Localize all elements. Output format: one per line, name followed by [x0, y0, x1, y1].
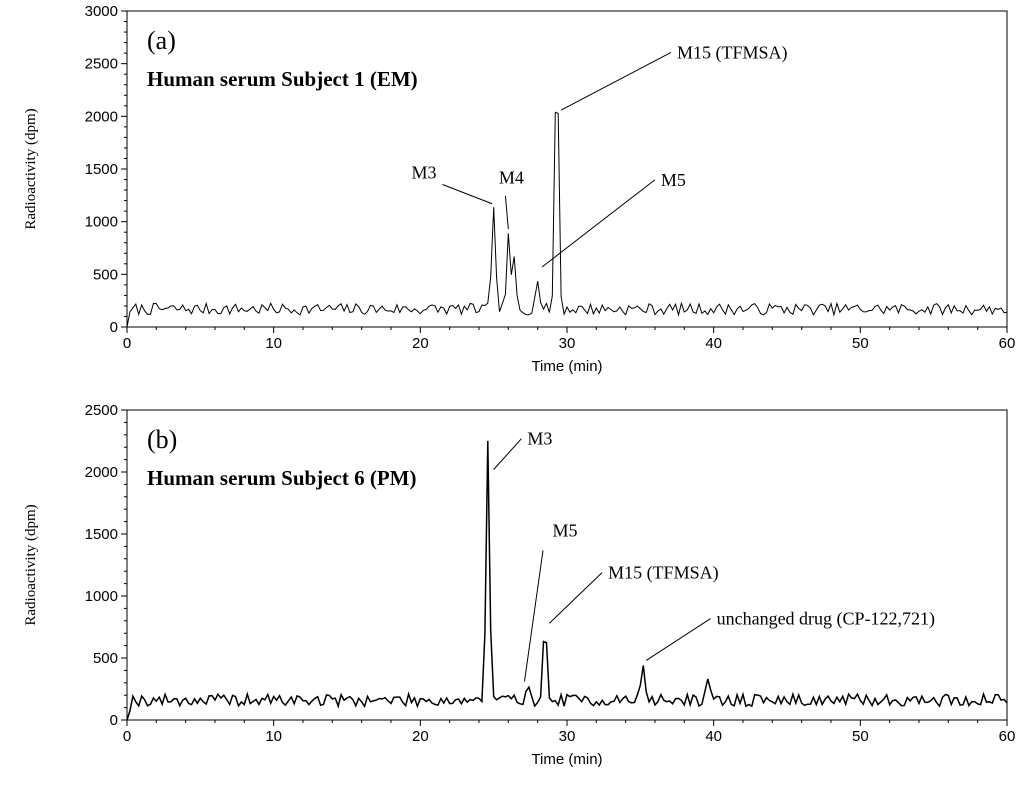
annotation-label: M15 (TFMSA) — [608, 563, 719, 584]
annotation-leader-line — [645, 618, 711, 661]
x-tick-label: 30 — [559, 728, 576, 745]
peak-apex-point — [642, 659, 645, 662]
annotation-label: M5 — [552, 520, 577, 540]
annotation-label: M4 — [499, 168, 524, 188]
y-tick-label: 1500 — [85, 526, 118, 543]
annotation-leader-line — [541, 179, 656, 268]
chart-panel-b: 0 10 20 30 40 50 60 0 500 1000 1500 2000 2500 Time (m… — [23, 402, 1015, 768]
x-tick-label: 10 — [265, 335, 282, 352]
x-tick-label: 0 — [123, 728, 131, 745]
y-tick-label: 3000 — [85, 3, 118, 20]
chromatogram-trace — [126, 111, 1008, 328]
plot-frame — [126, 10, 1008, 328]
x-tick-label: 40 — [705, 728, 722, 745]
y-tick-label: 1000 — [85, 588, 118, 605]
x-tick-label: 20 — [412, 728, 429, 745]
x-tick-label: 60 — [999, 728, 1016, 745]
annotation-leader-line — [442, 184, 493, 205]
y-tick-label: 2500 — [85, 402, 118, 419]
annotation-label: M3 — [527, 429, 552, 449]
annotation-label: unchanged drug (CP-122,721) — [717, 609, 935, 630]
panel-letter: (b) — [147, 425, 177, 454]
annotation-leader-line — [504, 195, 509, 230]
y-tick-label: 2000 — [85, 464, 118, 481]
x-tick-label: 20 — [412, 335, 429, 352]
y-tick-label: 2500 — [85, 56, 118, 73]
y-tick-label: 500 — [93, 266, 118, 283]
panel-title: Human serum Subject 6 (PM) — [147, 466, 416, 490]
peak-apex-point — [555, 30, 558, 33]
peak-apex-point — [486, 437, 489, 440]
y-tick-label: 2000 — [85, 108, 118, 125]
y-tick-label: 1500 — [85, 161, 118, 178]
plot-frame — [126, 409, 1008, 721]
y-axis-label: Radioactivity (dpm) — [23, 108, 39, 229]
annotation-leader-line — [523, 550, 544, 682]
annotation-leader-line — [493, 438, 522, 470]
x-tick-label: 50 — [852, 728, 869, 745]
x-axis-label: Time (min) — [531, 358, 602, 375]
x-axis-label: Time (min) — [531, 751, 602, 768]
peak-apex-point — [492, 200, 495, 203]
y-tick-label: 500 — [93, 650, 118, 667]
x-tick-label: 60 — [999, 335, 1016, 352]
panel-letter: (a) — [147, 26, 176, 55]
chart-panel-a: 0 10 20 30 40 50 60 0 500 1000 1500 2000 2500 3000 Tim… — [23, 3, 1015, 375]
peak-apex-point — [526, 679, 529, 682]
x-tick-label: 50 — [852, 335, 869, 352]
annotation-label: M3 — [411, 162, 436, 182]
chromatogram-trace — [126, 440, 1008, 721]
x-tick-label: 0 — [123, 335, 131, 352]
annotation-leader-line — [560, 51, 672, 111]
y-tick-label: 1000 — [85, 214, 118, 231]
x-tick-label: 10 — [265, 728, 282, 745]
annotation-label: M15 (TFMSA) — [677, 42, 788, 63]
y-tick-label: 0 — [110, 712, 118, 729]
y-tick-label: 0 — [110, 319, 118, 336]
peak-apex-point — [544, 623, 547, 626]
x-tick-label: 30 — [559, 335, 576, 352]
panel-title: Human serum Subject 1 (EM) — [147, 67, 418, 91]
peak-apex-point — [536, 275, 539, 278]
x-tick-label: 40 — [705, 335, 722, 352]
y-axis-label: Radioactivity (dpm) — [23, 504, 39, 625]
annotation-label: M5 — [661, 170, 686, 190]
annotation-leader-line — [549, 572, 603, 624]
